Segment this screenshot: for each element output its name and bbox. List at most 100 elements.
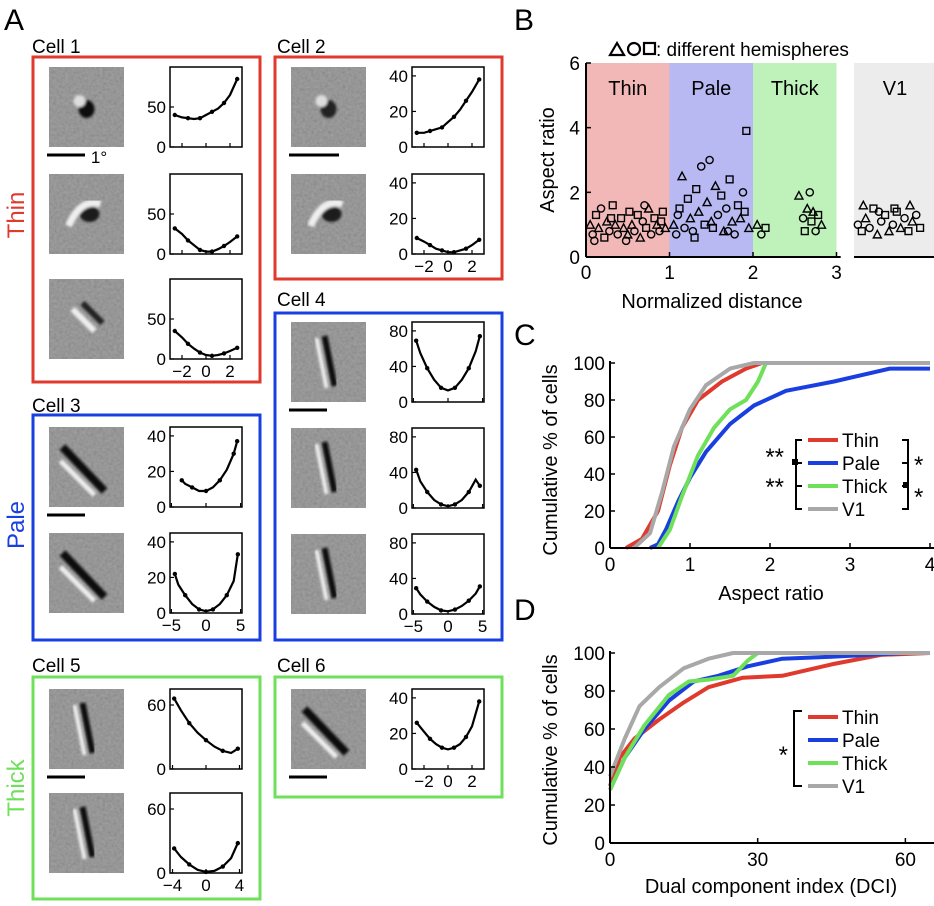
scatter-point-square	[633, 210, 642, 220]
scatter-point-circle	[646, 230, 656, 239]
y-tick-label: 40	[389, 67, 408, 86]
x-tick-label: 0	[201, 876, 210, 895]
scatter-point-triangle	[872, 228, 883, 239]
rf-light	[58, 459, 97, 497]
tuning-point	[203, 738, 209, 743]
tuning-point	[209, 353, 215, 358]
sig-bracket-left-bottom	[795, 462, 802, 510]
tuning-point	[425, 366, 430, 371]
y-tick-label: 60	[584, 428, 605, 449]
scatter-point-triangle	[685, 212, 696, 223]
sig-mark-left-1: **	[765, 444, 784, 471]
y-tick-label: 0	[157, 604, 166, 623]
rf-light	[73, 95, 86, 107]
rf-light	[72, 808, 87, 860]
sig-mark-left-2: **	[765, 474, 784, 501]
cell-title: Cell 2	[277, 37, 326, 58]
tuning-point	[203, 488, 209, 494]
scatter-point-triangle	[752, 219, 763, 229]
receptive-field-pattern	[314, 547, 338, 601]
tuning-curve	[415, 335, 481, 392]
x-tick-label: 4	[235, 876, 244, 895]
tuning-point	[179, 478, 184, 483]
tuning-point	[427, 736, 433, 741]
y-tick-label: 40	[389, 357, 408, 376]
panel-letter-b: B	[514, 4, 534, 37]
scatter-point-circle	[640, 200, 649, 210]
scatter-point-square	[733, 201, 743, 210]
y-tick-label: 0	[399, 499, 408, 518]
x-tick-label: 0	[605, 555, 616, 576]
tuning-point	[171, 696, 177, 701]
scatter-point-triangle	[735, 212, 746, 223]
tuning-point	[235, 345, 240, 350]
legend-label-thick: Thick	[842, 754, 888, 775]
x-tick-label: 0	[443, 617, 452, 636]
y-tick-label: 0	[157, 498, 166, 517]
sig-mark-right-2: *	[914, 484, 923, 511]
rf-dark	[79, 806, 96, 858]
x-tick-label: 4	[925, 555, 934, 576]
tuning-point	[235, 76, 240, 82]
y-tick-label: 50	[147, 310, 166, 329]
scatter-point-triangle	[816, 219, 827, 229]
scatter-point-square	[916, 223, 925, 233]
receptive-field-pattern	[58, 444, 108, 497]
tuning-point	[172, 112, 177, 118]
panel-d-ylabel: Cumulative % of cells	[540, 654, 562, 845]
tuning-point	[210, 607, 216, 612]
tuning-point	[451, 114, 457, 119]
scatter-point-square	[800, 227, 809, 236]
x-tick-label: 1	[685, 555, 696, 576]
y-tick-label: 20	[584, 796, 605, 817]
cdf-line-thick	[608, 651, 930, 791]
legend-label-thick: Thick	[842, 477, 888, 498]
tuning-point	[425, 489, 430, 495]
cell-title: Cell 1	[32, 37, 81, 58]
region-label-v1: V1	[883, 78, 907, 100]
y-tick-label: 40	[389, 174, 408, 193]
y-tick-label: 0	[157, 350, 166, 369]
rf-light	[72, 704, 87, 756]
scatter-point-square	[690, 233, 699, 242]
x-tick-label: 2	[765, 555, 776, 576]
rf-dark	[59, 550, 108, 600]
legend-label-pale: Pale	[842, 454, 880, 475]
scatter-point-triangle	[860, 212, 871, 223]
y-tick-label: 80	[584, 682, 605, 703]
rf-dark	[301, 706, 350, 756]
legend-label-v1: V1	[842, 500, 865, 521]
cell-frame	[31, 675, 262, 901]
tuning-point	[183, 593, 188, 598]
receptive-field-pattern	[314, 335, 338, 389]
scatter-point-circle	[671, 230, 681, 239]
y-tick-label: 0	[594, 539, 605, 560]
tuning-point	[171, 846, 177, 851]
tuning-plot-frame	[169, 792, 243, 874]
scatter-point-square	[606, 214, 616, 223]
sig-mark: *	[779, 742, 788, 769]
cdf-line-thick	[656, 361, 930, 550]
scatter-point-square	[657, 217, 666, 226]
rf-dark	[79, 206, 100, 222]
scatter-point-circle	[605, 226, 614, 236]
tuning-point	[427, 128, 433, 134]
y-tick-label: 0	[569, 248, 580, 269]
scatter-point-square	[717, 191, 726, 200]
y-tick-label: 40	[389, 569, 408, 588]
scatter-point-triangle	[676, 170, 688, 181]
panel-letter-a: A	[4, 4, 24, 37]
rf-dark	[79, 702, 96, 754]
x-tick-label: 2	[225, 362, 234, 381]
scatter-point-square	[625, 207, 634, 216]
tuning-point	[217, 478, 223, 483]
x-tick-label: 0	[443, 772, 452, 791]
scatter-point-square	[608, 201, 617, 210]
scatter-point-circle	[723, 226, 733, 236]
receptive-field-pattern	[65, 199, 102, 228]
tuning-point	[466, 598, 471, 603]
y-tick-label: 40	[584, 465, 605, 486]
